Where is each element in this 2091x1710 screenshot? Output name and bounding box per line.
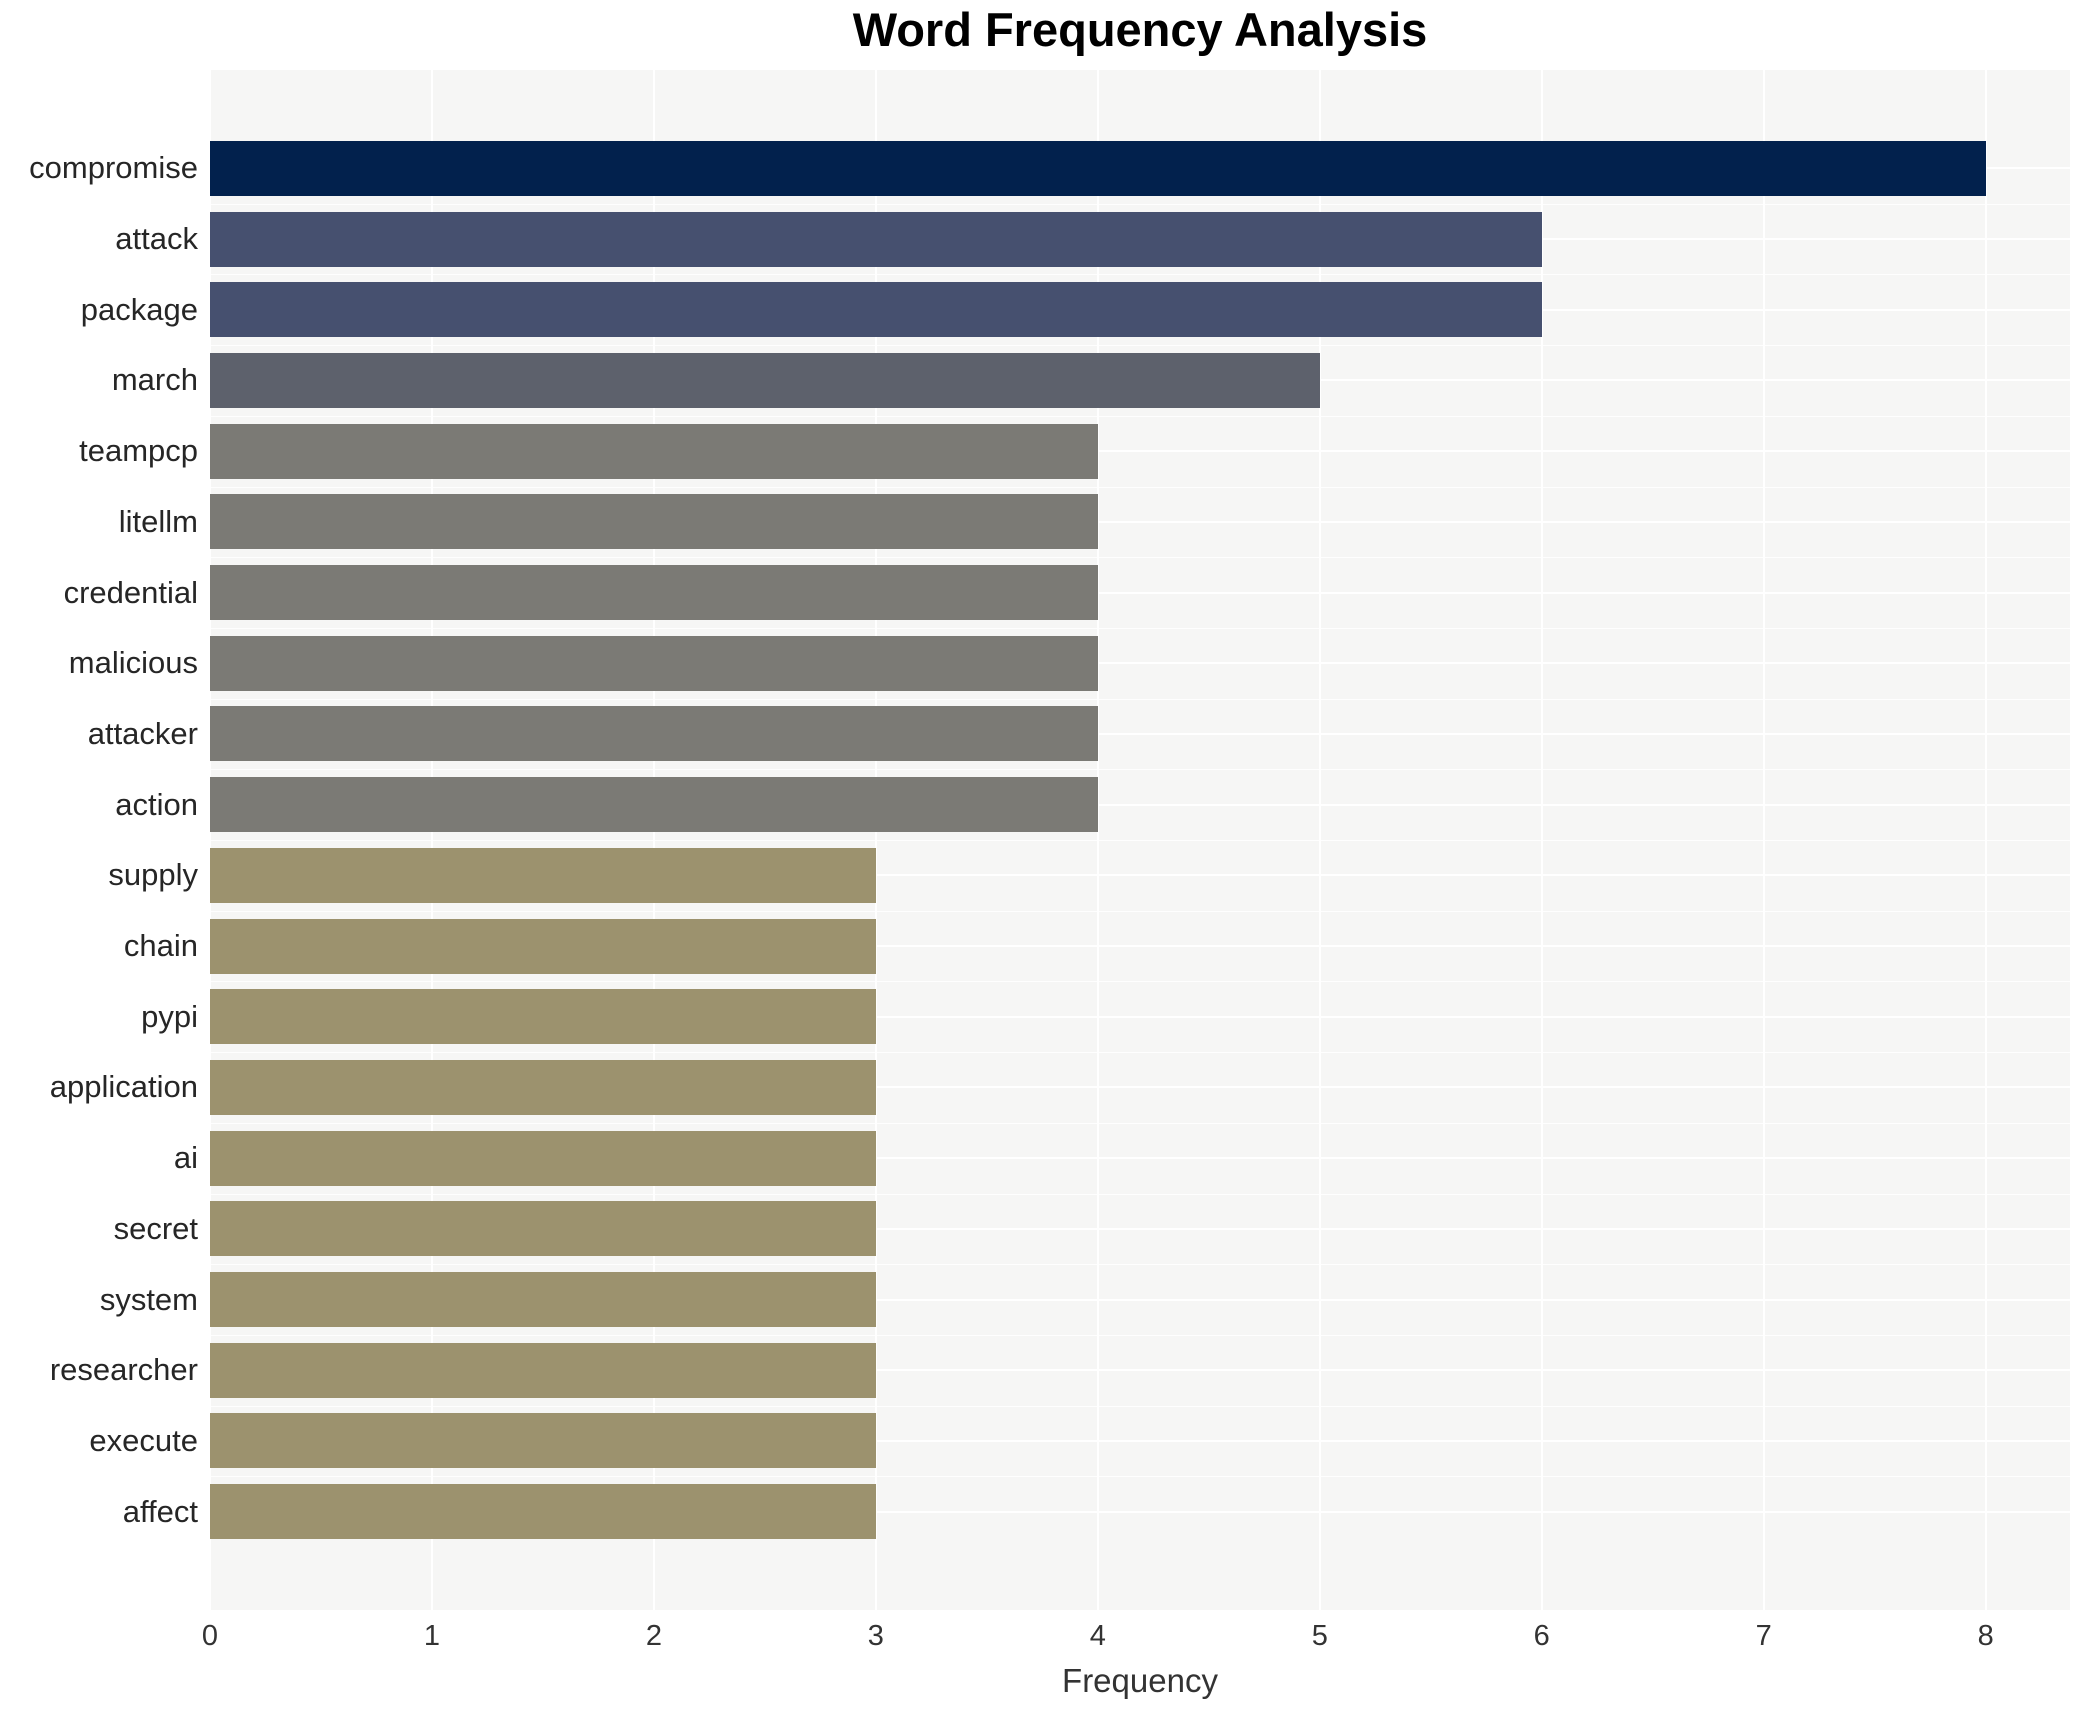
category-label: march	[111, 362, 198, 398]
horizontal-major-gridline	[210, 803, 2070, 806]
x-tick-label: 2	[645, 1620, 662, 1652]
horizontal-major-gridline	[210, 1157, 2070, 1160]
bar-attacker	[210, 706, 1098, 762]
bar-chain	[210, 918, 876, 974]
bar-secret	[210, 1201, 876, 1257]
horizontal-minor-gridline	[210, 698, 2070, 700]
category-label: execute	[89, 1422, 198, 1458]
horizontal-major-gridline	[210, 450, 2070, 453]
horizontal-minor-gridline	[210, 1405, 2070, 1407]
x-tick-label: 3	[867, 1620, 884, 1652]
x-tick-label: 0	[201, 1620, 219, 1652]
bar-supply	[210, 847, 876, 903]
bar-ai	[210, 1130, 876, 1186]
x-tick-label: 4	[1089, 1620, 1106, 1652]
horizontal-minor-gridline	[210, 1476, 2070, 1478]
horizontal-minor-gridline	[210, 1334, 2070, 1336]
horizontal-major-gridline	[210, 1298, 2070, 1301]
horizontal-major-gridline	[210, 945, 2070, 948]
horizontal-minor-gridline	[210, 274, 2070, 276]
x-tick-label: 6	[1533, 1620, 1550, 1652]
horizontal-major-gridline	[210, 1439, 2070, 1442]
category-label: attacker	[87, 715, 198, 751]
bar-compromise	[210, 140, 1986, 196]
vertical-gridline	[1096, 70, 1099, 1610]
bar-attack	[210, 211, 1542, 267]
plot-area	[209, 70, 2070, 1610]
category-label: supply	[108, 857, 198, 893]
horizontal-minor-gridline	[210, 1193, 2070, 1195]
bar-credential	[210, 565, 1098, 621]
bar-affect	[210, 1484, 876, 1540]
bar-malicious	[210, 635, 1098, 691]
horizontal-major-gridline	[210, 1369, 2070, 1372]
vertical-gridline	[1984, 70, 1987, 1610]
horizontal-minor-gridline	[210, 557, 2070, 559]
horizontal-major-gridline	[210, 1510, 2070, 1513]
vertical-gridline	[652, 70, 655, 1610]
vertical-gridline	[1540, 70, 1543, 1610]
bar-litellm	[210, 494, 1098, 550]
bar-pypi	[210, 989, 876, 1045]
vertical-gridline	[1318, 70, 1321, 1610]
horizontal-minor-gridline	[210, 910, 2070, 912]
category-label: secret	[113, 1210, 198, 1246]
horizontal-major-gridline	[210, 1227, 2070, 1230]
category-label: researcher	[49, 1352, 198, 1388]
horizontal-major-gridline	[210, 520, 2070, 523]
chart-title: Word Frequency Analysis	[852, 3, 1428, 56]
category-label: package	[80, 291, 198, 327]
horizontal-minor-gridline	[210, 486, 2070, 488]
horizontal-major-gridline	[210, 1015, 2070, 1018]
horizontal-minor-gridline	[210, 840, 2070, 841]
x-tick-label: 7	[1755, 1620, 1772, 1652]
bar-teampcp	[210, 423, 1098, 479]
horizontal-minor-gridline	[210, 345, 2070, 347]
horizontal-minor-gridline	[210, 415, 2070, 417]
bar-application	[210, 1059, 876, 1115]
x-tick-label: 8	[1977, 1620, 1994, 1652]
category-label: chain	[123, 928, 198, 964]
bar-execute	[210, 1413, 876, 1469]
x-tick-label: 5	[1311, 1620, 1328, 1652]
horizontal-minor-gridline	[210, 627, 2070, 629]
category-label: pypi	[141, 998, 198, 1034]
bar-action	[210, 777, 1098, 833]
category-label: system	[99, 1281, 198, 1317]
horizontal-minor-gridline	[210, 1264, 2070, 1266]
horizontal-minor-gridline	[210, 981, 2070, 983]
horizontal-minor-gridline	[210, 1122, 2070, 1124]
bar-package	[210, 282, 1542, 338]
horizontal-minor-gridline	[210, 203, 2070, 205]
x-axis-title: Frequency	[1062, 1662, 1218, 1699]
bar-march	[210, 352, 1320, 408]
horizontal-major-gridline	[210, 732, 2070, 735]
vertical-gridline	[430, 70, 433, 1610]
horizontal-major-gridline	[210, 591, 2070, 594]
category-label: application	[49, 1069, 198, 1105]
category-label: attack	[115, 221, 198, 257]
category-label: litellm	[118, 503, 198, 539]
vertical-gridline	[1762, 70, 1765, 1610]
category-label: compromise	[29, 150, 198, 186]
category-label: affect	[122, 1493, 198, 1529]
category-label: teampcp	[79, 433, 198, 469]
horizontal-minor-gridline	[210, 1052, 2070, 1054]
bar-researcher	[210, 1342, 876, 1398]
category-label: ai	[173, 1140, 198, 1176]
x-tick-label: 1	[423, 1620, 441, 1652]
category-label: credential	[63, 574, 198, 610]
vertical-gridline	[209, 70, 211, 1610]
horizontal-major-gridline	[210, 1086, 2070, 1089]
vertical-gridline	[874, 70, 877, 1610]
horizontal-minor-gridline	[210, 769, 2070, 771]
horizontal-major-gridline	[210, 874, 2070, 877]
category-label: action	[115, 786, 198, 822]
horizontal-major-gridline	[210, 662, 2070, 665]
bar-system	[210, 1272, 876, 1328]
category-label: malicious	[68, 645, 198, 681]
